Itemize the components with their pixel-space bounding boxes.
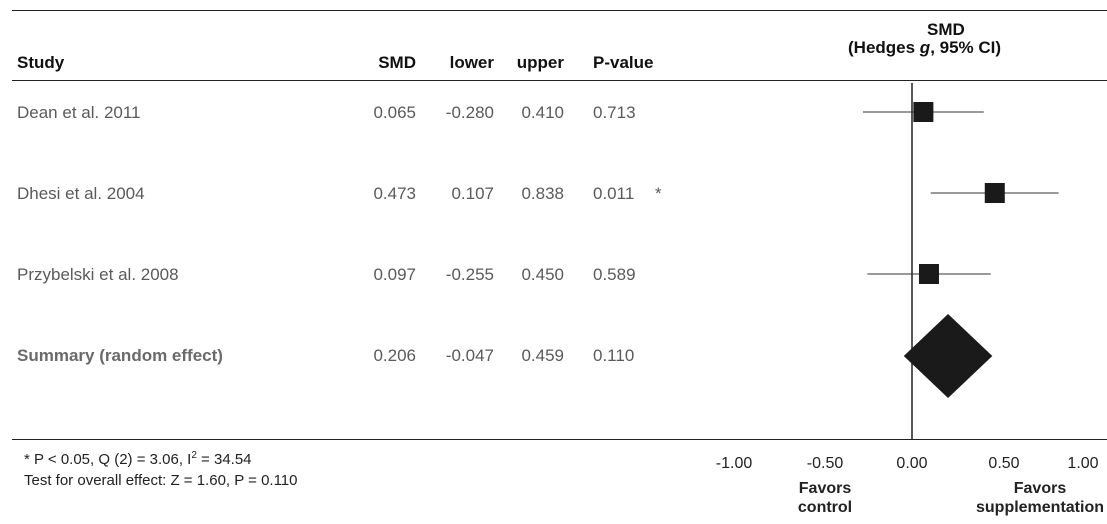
row-upper: 0.838 — [521, 184, 564, 203]
header-upper: upper — [516, 53, 564, 72]
row-study: Dean et al. 2011 — [17, 103, 141, 122]
row-smd: 0.065 — [373, 103, 416, 122]
favors-supplementation-line2: supplementation — [975, 499, 1105, 516]
table-top-rule — [12, 10, 1107, 11]
header-plot-line2-post: , 95% CI) — [930, 38, 1002, 57]
summary-smd: 0.206 — [373, 346, 416, 365]
header-smd: SMD — [378, 53, 416, 72]
effect-marker — [913, 102, 934, 122]
axis-tick-label: 0.00 — [896, 455, 928, 472]
effect-marker — [918, 264, 939, 284]
summary-diamond — [903, 314, 993, 398]
row-pvalue: 0.589 — [593, 265, 636, 284]
header-pvalue: P-value — [593, 53, 654, 72]
row-flag: * — [655, 184, 662, 203]
row-lower: -0.255 — [445, 265, 494, 284]
favors-supplementation-label: Favors supplementation — [976, 479, 1104, 517]
row-study: Dhesi et al. 2004 — [17, 184, 145, 203]
summary-study: Summary (random effect) — [17, 346, 223, 365]
table-bottom-rule — [12, 439, 1107, 440]
footnote-stats-post: = 34.54 — [196, 451, 252, 468]
footnote-stats-pre: * P < 0.05, Q (2) = 3.06, I — [24, 451, 192, 468]
header-plot-line2: (Hedges g, 95% CI) — [848, 38, 1001, 58]
header-plot-line2-pre: (Hedges — [848, 38, 920, 57]
summary-lower: -0.047 — [445, 346, 494, 365]
axis-tick-label: 0.50 — [988, 455, 1020, 472]
favors-control-line1: Favors — [798, 480, 852, 497]
footnote-overall-effect: Test for overall effect: Z = 1.60, P = 0… — [24, 472, 298, 489]
favors-supplementation-line1: Favors — [1013, 480, 1067, 497]
row-lower: 0.107 — [451, 184, 494, 203]
row-pvalue: 0.011 — [593, 184, 635, 203]
effect-marker — [984, 183, 1005, 203]
footnote-stats-sup: 2 — [191, 450, 197, 461]
row-upper: 0.450 — [521, 265, 564, 284]
favors-control-label: Favors control — [798, 479, 852, 517]
header-bottom-rule — [12, 80, 1107, 81]
row-pvalue: 0.713 — [593, 103, 636, 122]
summary-pvalue: 0.110 — [593, 346, 635, 365]
axis-tick-label: 1.00 — [1067, 455, 1099, 472]
favors-control-line2: control — [797, 499, 853, 516]
axis-tick-label: -0.50 — [806, 455, 844, 472]
row-upper: 0.410 — [521, 103, 564, 122]
summary-upper: 0.459 — [521, 346, 564, 365]
header-plot-line1: SMD — [927, 20, 965, 39]
header-plot-line2-g: g — [919, 38, 931, 57]
row-smd: 0.473 — [373, 184, 416, 203]
footnote-stats: * P < 0.05, Q (2) = 3.06, I2 = 34.54 — [24, 450, 252, 468]
row-study: Przybelski et al. 2008 — [17, 265, 179, 284]
row-smd: 0.097 — [373, 265, 416, 284]
row-lower: -0.280 — [445, 103, 494, 122]
header-lower: lower — [449, 53, 494, 72]
header-study: Study — [17, 53, 65, 72]
axis-tick-label: -1.00 — [715, 455, 753, 472]
